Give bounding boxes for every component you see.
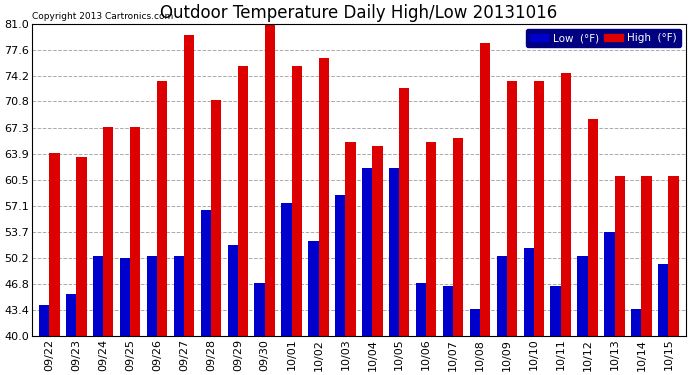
Bar xyxy=(524,248,534,336)
Bar xyxy=(497,256,507,336)
Legend: Low  (°F), High  (°F): Low (°F), High (°F) xyxy=(526,29,680,47)
Bar xyxy=(77,157,86,336)
Bar xyxy=(426,142,436,336)
Bar xyxy=(561,73,571,336)
Bar xyxy=(238,66,248,336)
Bar xyxy=(130,126,140,336)
Title: Outdoor Temperature Daily High/Low 20131016: Outdoor Temperature Daily High/Low 20131… xyxy=(160,4,558,22)
Bar xyxy=(174,256,184,336)
Bar xyxy=(362,168,373,336)
Bar xyxy=(453,138,463,336)
Bar xyxy=(39,306,50,336)
Bar xyxy=(308,241,319,336)
Bar xyxy=(292,66,302,336)
Bar xyxy=(534,81,544,336)
Bar xyxy=(319,58,328,336)
Bar xyxy=(507,81,517,336)
Bar xyxy=(443,286,453,336)
Bar xyxy=(551,286,561,336)
Bar xyxy=(120,258,130,336)
Bar xyxy=(588,119,598,336)
Bar xyxy=(265,24,275,336)
Bar xyxy=(642,176,651,336)
Bar xyxy=(147,256,157,336)
Bar xyxy=(631,309,642,336)
Bar xyxy=(470,309,480,336)
Bar xyxy=(255,283,265,336)
Text: Copyright 2013 Cartronics.com: Copyright 2013 Cartronics.com xyxy=(32,12,173,21)
Bar xyxy=(93,256,104,336)
Bar xyxy=(66,294,77,336)
Bar xyxy=(157,81,167,336)
Bar xyxy=(228,244,238,336)
Bar xyxy=(480,43,490,336)
Bar xyxy=(211,100,221,336)
Bar xyxy=(335,195,346,336)
Bar xyxy=(201,210,211,336)
Bar xyxy=(416,283,426,336)
Bar xyxy=(50,153,59,336)
Bar xyxy=(373,146,382,336)
Bar xyxy=(669,176,678,336)
Bar xyxy=(604,232,615,336)
Bar xyxy=(578,256,588,336)
Bar xyxy=(400,88,409,336)
Bar xyxy=(658,264,669,336)
Bar xyxy=(184,35,194,336)
Bar xyxy=(104,126,113,336)
Bar xyxy=(389,168,400,336)
Bar xyxy=(615,176,624,336)
Bar xyxy=(282,202,292,336)
Bar xyxy=(346,142,355,336)
